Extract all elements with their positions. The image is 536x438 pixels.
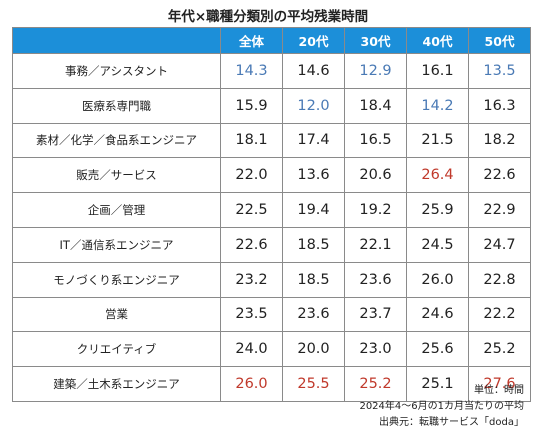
row-category: 素材／化学／食品系エンジニア: [12, 122, 221, 159]
row-category: 営業: [12, 296, 221, 333]
value-cell: 12.0: [282, 87, 345, 124]
row-category: クリエイティブ: [12, 331, 221, 368]
row-category: 販売／サービス: [12, 157, 221, 194]
value-cell: 18.5: [282, 226, 345, 263]
value-cell: 14.2: [406, 87, 469, 124]
value-cell: 21.5: [406, 122, 469, 159]
value-cell: 22.5: [220, 192, 283, 228]
row-category: 医療系専門職: [12, 87, 221, 124]
header-50s: 50代: [468, 27, 531, 54]
value-cell: 26.4: [406, 157, 469, 194]
note-period: 2024年4～6月の1カ月当たりの平均: [359, 401, 524, 412]
table-body: 事務／アシスタント 14.3 14.6 12.9 16.1 13.5 医療系専門職 15.9 1…: [12, 53, 531, 402]
value-cell: 18.1: [220, 122, 283, 159]
table-row: 素材／化学／食品系エンジニア 18.1 17.4 16.5 21.5 18.2: [12, 122, 531, 159]
value-cell: 25.5: [282, 366, 345, 402]
value-cell: 20.6: [344, 157, 407, 194]
value-cell: 26.0: [220, 366, 283, 402]
table-row: 営業 23.5 23.6 23.7 24.6 22.2: [12, 296, 531, 333]
value-cell: 15.9: [220, 87, 283, 124]
value-cell: 14.6: [282, 53, 345, 89]
footnotes: 単位：時間 2024年4～6月の1カ月当たりの平均 出典元：転職サービス「dod…: [359, 383, 524, 431]
value-cell: 23.2: [220, 261, 283, 298]
header-corner: [12, 27, 221, 54]
value-cell: 23.5: [220, 296, 283, 333]
value-cell: 12.9: [344, 53, 407, 89]
value-cell: 26.0: [406, 261, 469, 298]
row-category: IT／通信系エンジニア: [12, 226, 221, 263]
header-20s: 20代: [282, 27, 345, 54]
value-cell: 25.2: [468, 331, 531, 368]
table-row: 事務／アシスタント 14.3 14.6 12.9 16.1 13.5: [12, 53, 531, 89]
value-cell: 20.0: [282, 331, 345, 368]
value-cell: 23.0: [344, 331, 407, 368]
row-category: 建築／土木系エンジニア: [12, 366, 221, 402]
table-row: モノづくり系エンジニア 23.2 18.5 23.6 26.0 22.8: [12, 261, 531, 298]
header-row: 全体 20代 30代 40代 50代: [12, 27, 531, 54]
value-cell: 18.4: [344, 87, 407, 124]
row-category: 事務／アシスタント: [12, 53, 221, 89]
value-cell: 19.2: [344, 192, 407, 228]
value-cell: 16.5: [344, 122, 407, 159]
row-category: モノづくり系エンジニア: [12, 261, 221, 298]
value-cell: 27.6: [468, 366, 531, 402]
value-cell: 18.5: [282, 261, 345, 298]
value-cell: 23.7: [344, 296, 407, 333]
header-all: 全体: [220, 27, 283, 54]
row-category: 企画／管理: [12, 192, 221, 228]
value-cell: 16.1: [406, 53, 469, 89]
value-cell: 13.5: [468, 53, 531, 89]
value-cell: 24.0: [220, 331, 283, 368]
value-cell: 25.6: [406, 331, 469, 368]
note-unit: 単位：時間: [474, 385, 524, 396]
header-40s: 40代: [406, 27, 469, 54]
table-row: 企画／管理 22.5 19.4 19.2 25.9 22.9: [12, 192, 531, 228]
value-cell: 23.6: [344, 261, 407, 298]
value-cell: 24.5: [406, 226, 469, 263]
value-cell: 22.1: [344, 226, 407, 263]
value-cell: 17.4: [282, 122, 345, 159]
value-cell: 22.2: [468, 296, 531, 333]
overtime-table: 全体 20代 30代 40代 50代 事務／アシスタント 14.3 14.6 12.9…: [12, 27, 531, 402]
value-cell: 19.4: [282, 192, 345, 228]
table-row: IT／通信系エンジニア 22.6 18.5 22.1 24.5 24.7: [12, 226, 531, 263]
value-cell: 24.7: [468, 226, 531, 263]
value-cell: 22.9: [468, 192, 531, 228]
value-cell: 23.6: [282, 296, 345, 333]
table-row: 建築／土木系エンジニア 26.0 25.5 25.2 25.1 27.6: [12, 366, 531, 402]
value-cell: 25.9: [406, 192, 469, 228]
table-row: クリエイティブ 24.0 20.0 23.0 25.6 25.2: [12, 331, 531, 368]
header-30s: 30代: [344, 27, 407, 54]
value-cell: 22.0: [220, 157, 283, 194]
chart-title: 年代×職種分類別の平均残業時間: [167, 9, 369, 25]
value-cell: 22.8: [468, 261, 531, 298]
value-cell: 14.3: [220, 53, 283, 89]
value-cell: 16.3: [468, 87, 531, 124]
value-cell: 22.6: [468, 157, 531, 194]
value-cell: 25.2: [344, 366, 407, 402]
table-row: 医療系専門職 15.9 12.0 18.4 14.2 16.3: [12, 87, 531, 124]
note-source: 出典元：転職サービス「doda」: [379, 417, 524, 428]
table-row: 販売／サービス 22.0 13.6 20.6 26.4 22.6: [12, 157, 531, 194]
value-cell: 24.6: [406, 296, 469, 333]
value-cell: 13.6: [282, 157, 345, 194]
value-cell: 18.2: [468, 122, 531, 159]
value-cell: 22.6: [220, 226, 283, 263]
